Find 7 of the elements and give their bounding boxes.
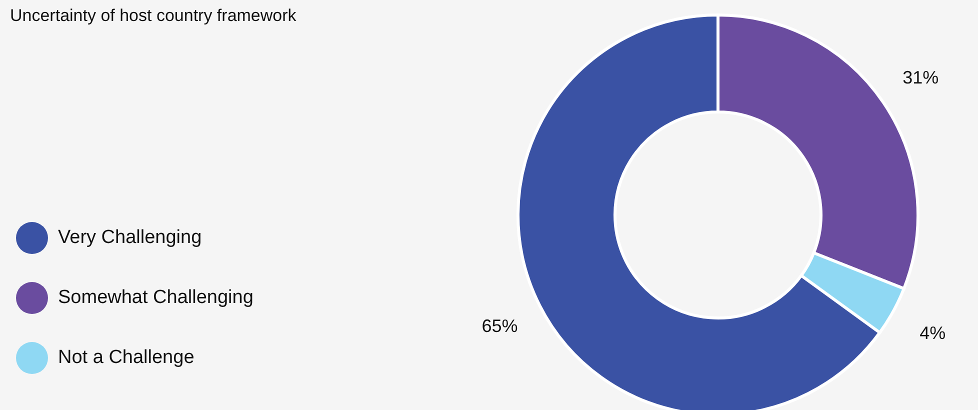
legend-label: Somewhat Challenging — [58, 287, 254, 309]
chart-title: Uncertainty of host country framework — [10, 6, 296, 26]
data-label: 31% — [902, 67, 939, 88]
data-label: 65% — [482, 316, 518, 336]
legend-label: Not a Challenge — [58, 347, 194, 369]
legend-label: Very Challenging — [58, 227, 202, 249]
data-label: 4% — [920, 323, 946, 344]
